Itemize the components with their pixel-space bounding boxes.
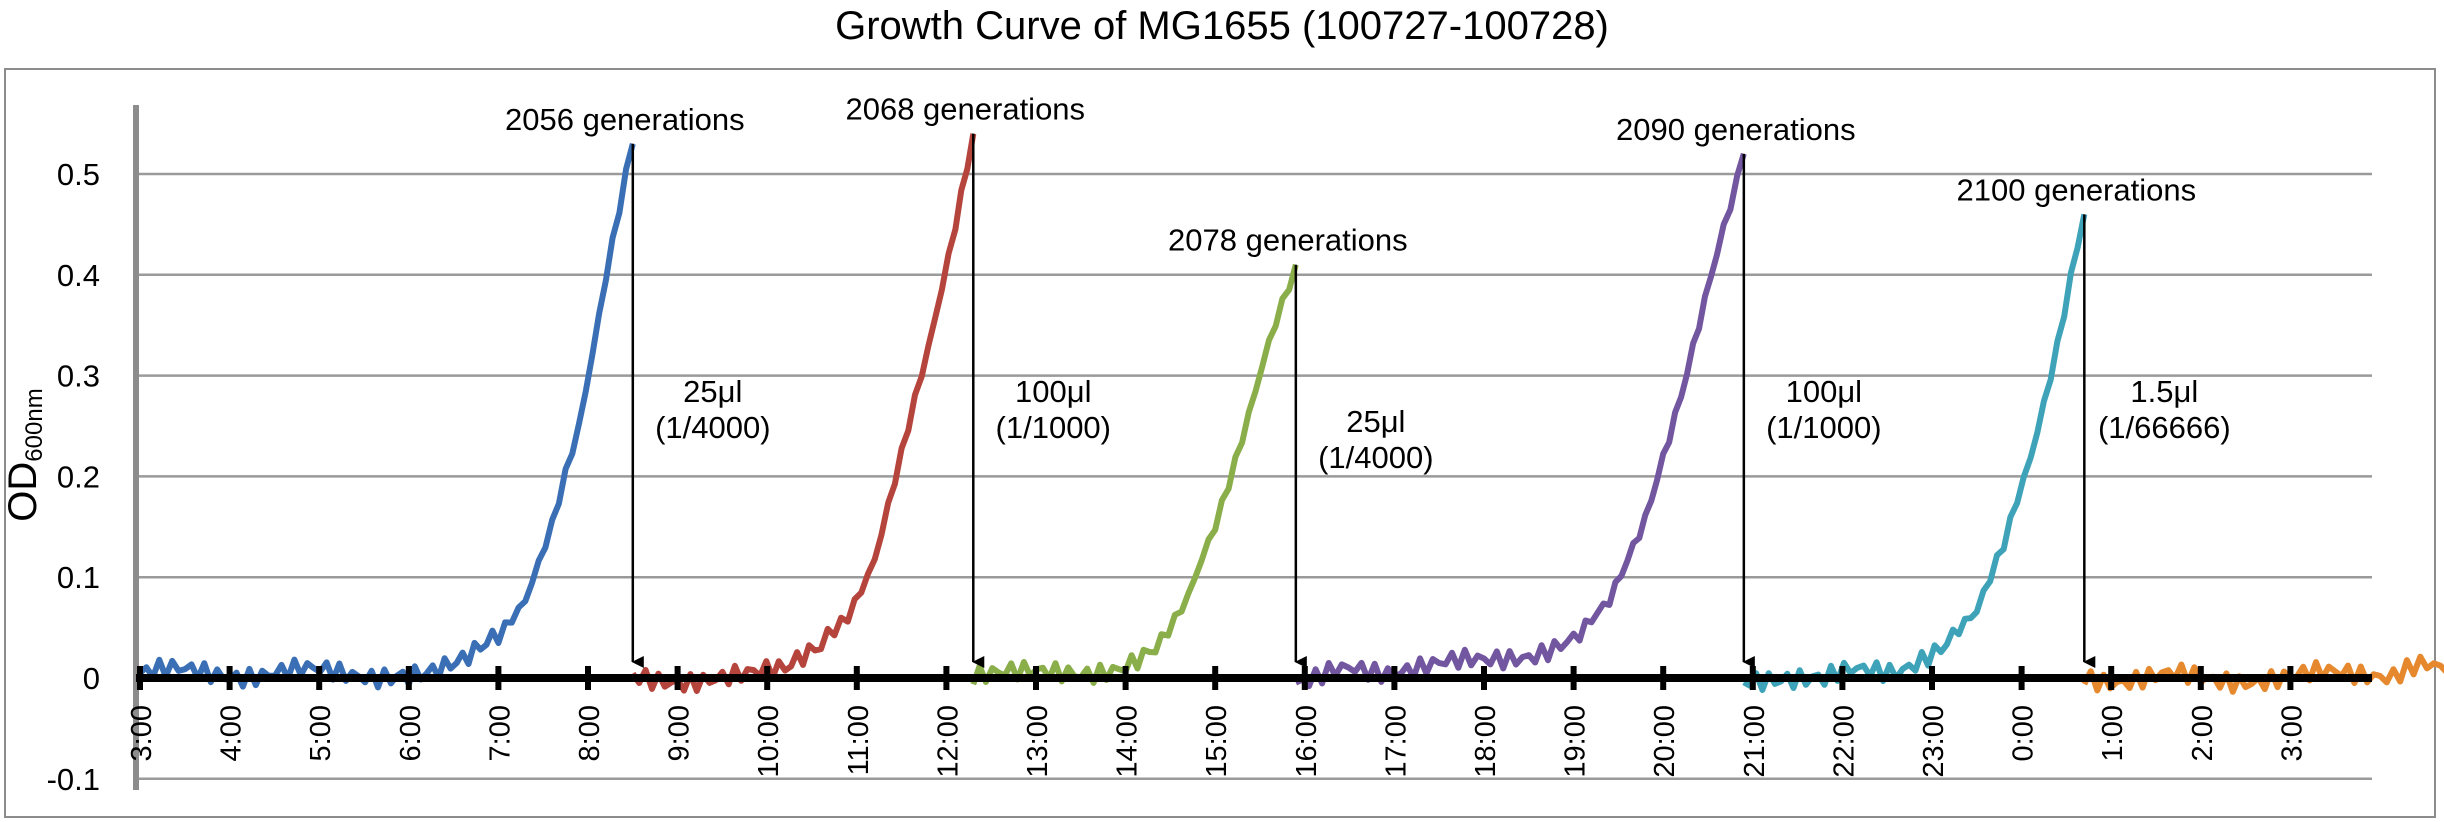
x-tick-label: 4:00: [216, 705, 248, 761]
dilution-label: (1/4000): [655, 410, 770, 445]
volume-label: 100μl: [1015, 374, 1091, 409]
dilution-label: (1/1000): [996, 410, 1111, 445]
dilution-label: (1/4000): [1318, 440, 1433, 475]
y-axis-title: OD600nm: [1, 388, 48, 521]
x-tick-label: 12:00: [932, 705, 964, 778]
x-tick-label: 15:00: [1201, 705, 1233, 778]
series-line-3: [970, 263, 1299, 686]
x-tick-label: 17:00: [1380, 705, 1412, 778]
x-tick-label: 3:00: [126, 705, 158, 761]
x-tick-label: 3:00: [2276, 705, 2308, 761]
y-axis-title-sub: 600nm: [21, 388, 48, 461]
y-tick-label: 0.4: [57, 258, 100, 293]
volume-label: 1.5μl: [2130, 374, 2198, 409]
y-tick-label: -0.1: [47, 762, 100, 797]
y-axis-title-group: OD600nm: [1, 388, 48, 521]
x-tick-label: 2:00: [2187, 705, 2219, 761]
generation-label: 2100 generations: [1957, 172, 2197, 207]
chart-frame: [4, 68, 2436, 818]
dilution-label: (1/66666): [2098, 410, 2231, 445]
generation-label: 2090 generations: [1616, 112, 1856, 147]
x-tick-label: 0:00: [2008, 705, 2040, 761]
x-tick-label: 22:00: [1828, 705, 1860, 778]
generation-label: 2056 generations: [505, 102, 745, 137]
x-tick-label: 9:00: [664, 705, 696, 761]
x-tick-label: 21:00: [1739, 705, 1771, 778]
x-axis: 3:00 4:00 5:00 6:00 7:00 8:00 9:00 10:00 11:00 12…: [126, 666, 2372, 778]
x-tick-label: 7:00: [484, 705, 516, 761]
y-tick-label: 0.1: [57, 560, 100, 595]
x-tick-label: 14:00: [1112, 705, 1144, 778]
dilution-label: (1/1000): [1766, 410, 1881, 445]
series-line-4: [1294, 152, 1747, 690]
x-tick-label: 11:00: [843, 705, 875, 775]
y-tick-label: 0.5: [57, 157, 100, 192]
x-tick-label: 23:00: [1918, 705, 1950, 778]
x-tick-label: 5:00: [305, 705, 337, 761]
y-tick-label: 0.2: [57, 459, 100, 494]
x-tick-label: 19:00: [1560, 705, 1592, 778]
x-tick-label: 10:00: [753, 705, 785, 778]
generation-label: 2068 generations: [845, 92, 1085, 127]
y-axis-title-main: OD: [1, 462, 45, 522]
x-tick-label: 1:00: [2097, 705, 2129, 761]
series-line-6: [2081, 653, 2444, 695]
volume-label: 25μl: [683, 374, 742, 409]
volume-label: 25μl: [1346, 404, 1405, 439]
y-axis: -0.1 0 0.1 0.2 0.3 0.4 0.5: [47, 105, 139, 797]
x-tick-label: 16:00: [1291, 705, 1323, 778]
x-tick-label: 13:00: [1022, 705, 1054, 778]
x-tick-label: 18:00: [1470, 705, 1502, 778]
x-tick-label: 8:00: [574, 705, 606, 761]
gridlines: [136, 172, 2372, 781]
y-tick-label: 0: [83, 661, 100, 696]
y-tick-label: 0.3: [57, 359, 100, 394]
series-line-1: [138, 143, 636, 691]
volume-label: 100μl: [1786, 374, 1862, 409]
generation-label: 2078 generations: [1168, 223, 1408, 258]
series-line-5: [1742, 213, 2088, 693]
x-tick-label: 20:00: [1649, 705, 1681, 778]
chart-title: Growth Curve of MG1655 (100727-100728): [835, 4, 1609, 48]
x-tick-label: 6:00: [395, 705, 427, 761]
